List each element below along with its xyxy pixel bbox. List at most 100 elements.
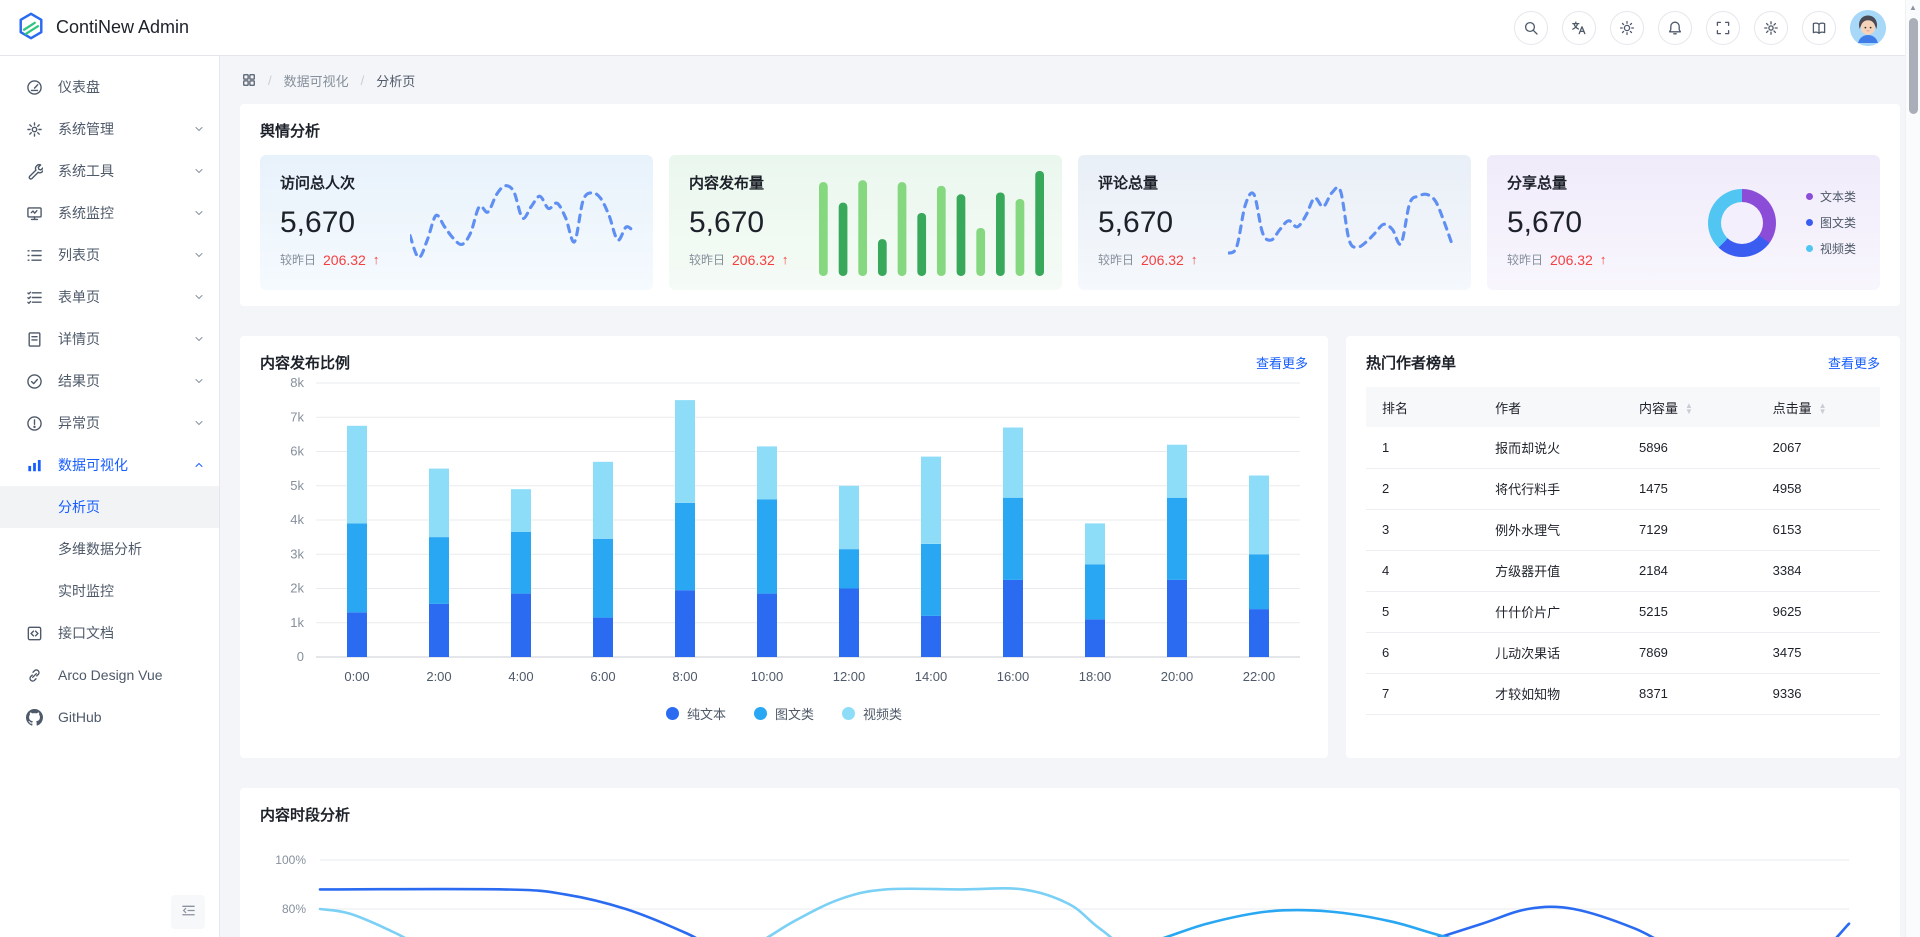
chevron-down-icon [193,417,205,429]
publish-minibar-chart [819,169,1044,276]
legend-dot-icon [1805,193,1813,200]
table-row: 6 儿动次果话 7869 3475 [1366,632,1880,674]
sidebar-subitem-9-0[interactable]: 分析页 [0,486,219,528]
sidebar-item-4[interactable]: 列表页 [0,234,219,276]
sidebar-subitem-9-2[interactable]: 实时监控 [0,570,219,612]
stack-legend-item-1[interactable]: 图文类 [753,704,814,723]
sidebar-item-7[interactable]: 结果页 [0,360,219,402]
authors-col-2[interactable]: 内容量 ▲ ▼ [1622,387,1757,427]
sidebar-item-label: GitHub [58,709,102,725]
hot-authors-title: 热门作者榜单 [1366,355,1457,372]
svg-text:100%: 100% [275,853,306,867]
breadcrumb-item-data-viz[interactable]: 数据可视化 [283,73,349,89]
search-button[interactable] [1514,10,1548,45]
stack-legend-item-2[interactable]: 视频类 [842,704,902,723]
sort-carets-icon[interactable]: ▲ ▼ [1818,401,1827,417]
sidebar: 仪表盘 系统管理 系统工具 系统监控 列表页 表单页 详情页 结果页 异常页 数… [0,56,220,937]
sidebar-subitem-9-1[interactable]: 多维数据分析 [0,528,219,570]
scrollbar-thumb[interactable] [1908,18,1918,114]
sidebar-item-8[interactable]: 异常页 [0,402,219,444]
settings-button[interactable] [1754,10,1788,45]
trend-up-icon: ↑ [1190,252,1198,267]
dashboard-icon [26,79,43,96]
list-icon [26,247,43,264]
sidebar-item-9[interactable]: 数据可视化 [0,444,219,486]
stat-card-title: 分享总量 [1507,175,1568,192]
stat-card-title: 访问总人次 [280,175,356,192]
sidebar-item-5[interactable]: 表单页 [0,276,219,318]
compare-label: 较昨日 [1507,253,1544,267]
stat-card-compare: 较昨日 206.32 ↑ [689,251,1042,268]
chevron-down-icon [193,375,205,387]
breadcrumb-separator: / [360,72,365,88]
cell-content: 1475 [1622,468,1757,510]
chevron-down-icon [193,123,205,135]
logo-area[interactable]: ContiNew Admin [16,11,189,44]
authors-col-3[interactable]: 点击量 ▲ ▼ [1756,387,1880,427]
stack-legend-item-0[interactable]: 纯文本 [665,704,726,723]
sidebar-item-6[interactable]: 详情页 [0,318,219,360]
compare-label: 较昨日 [280,253,317,267]
sidebar-item-10[interactable]: 接口文档 [0,612,219,654]
sidebar-item-0[interactable]: 仪表盘 [0,66,219,108]
table-row: 2 将代行料手 1475 4958 [1366,468,1880,510]
legend-label: 文本类 [1819,190,1856,204]
scrollbar-up-arrow[interactable]: ▲ [1909,3,1917,12]
breadcrumb-item-analysis[interactable]: 分析页 [376,73,416,89]
sidebar-item-1[interactable]: 系统管理 [0,108,219,150]
avatar-icon [1850,9,1886,46]
sort-carets-icon[interactable]: ▲ ▼ [1685,401,1693,417]
donut-legend-item-0[interactable]: 文本类 [1805,188,1856,205]
stat-card-value: 5,670 [280,206,356,239]
notifications-button[interactable] [1658,10,1692,45]
cell-clicks: 6153 [1756,509,1880,551]
search-icon [1523,20,1539,36]
page-scrollbar: ▲ [1905,0,1920,937]
svg-text:0:00: 0:00 [344,669,369,684]
legend-label: 视频类 [1819,242,1856,256]
theme-button[interactable] [1610,10,1644,45]
fullscreen-button[interactable] [1706,10,1740,45]
table-row: 1 报而却说火 5896 2067 [1366,427,1880,469]
cell-author: 什什价片广 [1479,591,1623,633]
cell-author: 方级器开值 [1479,550,1623,592]
cell-content: 5215 [1622,591,1757,633]
sun-icon [1619,20,1635,36]
cell-content: 7869 [1622,632,1757,674]
sidebar-collapse-button[interactable] [171,895,205,929]
cell-content: 2184 [1622,550,1757,592]
publish-ratio-more-link[interactable]: 查看更多 [1255,356,1308,371]
breadcrumb: / 数据可视化 / 分析页 [220,56,1920,104]
donut-legend-item-1[interactable]: 图文类 [1805,214,1856,231]
sidebar-item-label: 系统管理 [58,121,114,137]
authors-col-0: 排名 [1366,387,1480,427]
cell-author: 报而却说火 [1479,427,1623,469]
translate-button[interactable] [1562,10,1596,45]
user-avatar[interactable] [1850,9,1886,46]
compare-value: 206.32 [732,251,775,268]
app-title: ContiNew Admin [56,17,190,37]
hot-authors-more-link[interactable]: 查看更多 [1827,356,1880,371]
cell-clicks: 4958 [1756,468,1880,510]
sidebar-item-12[interactable]: GitHub [0,696,219,738]
svg-text:20:00: 20:00 [1161,669,1194,684]
apps-grid-icon[interactable] [242,73,256,87]
cell-rank: 4 [1366,550,1480,592]
legend-dot-icon [1805,245,1813,252]
stat-card-row: 访问总人次 5,670 较昨日 206.32 ↑ 内容发布量 5,670 [260,155,1880,290]
cell-rank: 6 [1366,632,1480,674]
sidebar-item-3[interactable]: 系统监控 [0,192,219,234]
svg-text:18:00: 18:00 [1079,669,1112,684]
sidebar-item-2[interactable]: 系统工具 [0,150,219,192]
table-row: 4 方级器开值 2184 3384 [1366,550,1880,592]
legend-dot-icon [842,707,855,720]
compare-label: 较昨日 [689,253,726,267]
translate-icon [1571,20,1587,36]
docs-button[interactable] [1802,10,1836,45]
sidebar-item-11[interactable]: Arco Design Vue [0,654,219,696]
gear-icon [26,121,43,138]
stat-card-title: 评论总量 [1098,175,1159,192]
stat-card-compare: 较昨日 206.32 ↑ [280,251,633,268]
svg-text:2:00: 2:00 [426,669,451,684]
donut-legend-item-2[interactable]: 视频类 [1805,240,1856,257]
